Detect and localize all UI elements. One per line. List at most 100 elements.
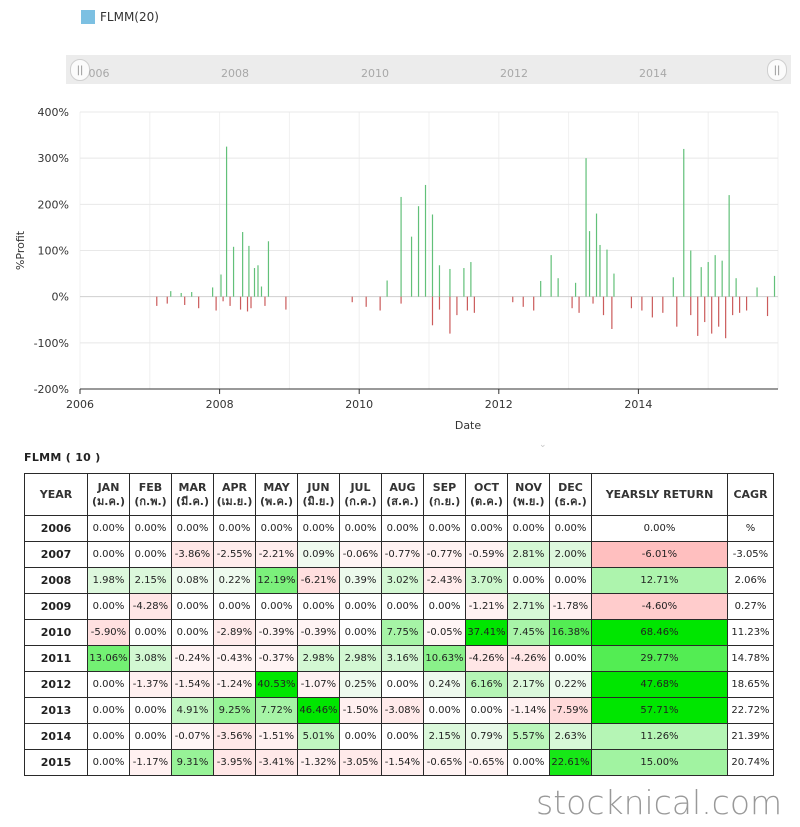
- profit-bar: [470, 262, 472, 297]
- table-row: 2015 0.00% -1.17% 9.31% -3.95% -3.41% -1.32% -3…: [24, 749, 774, 776]
- x-tick-label: 2010: [345, 398, 373, 411]
- month-return-cell: 16.38%: [549, 619, 592, 646]
- navigator-right-handle[interactable]: ||: [767, 59, 787, 81]
- collapse-chevron-icon[interactable]: ⌄: [539, 440, 547, 450]
- profit-bar: [212, 287, 214, 297]
- month-return-cell: 0.00%: [423, 697, 466, 724]
- navigator-left-handle[interactable]: ||: [70, 59, 90, 81]
- header-month: OCT (ต.ค.): [465, 473, 508, 516]
- profit-bar: [379, 296, 381, 311]
- profit-bar: [662, 296, 664, 313]
- profit-bar: [239, 296, 242, 310]
- profit-bar: [595, 213, 598, 297]
- month-return-cell: 0.00%: [171, 619, 214, 646]
- month-return-cell: -0.24%: [171, 645, 214, 672]
- profit-bar: [707, 262, 709, 297]
- header-month: DEC (ธ.ค.): [549, 473, 592, 516]
- month-return-cell: -4.26%: [465, 645, 508, 672]
- profit-bar: [365, 296, 367, 307]
- yearly-return-cell: 29.77%: [591, 645, 728, 672]
- yearly-return-cell: 15.00%: [591, 749, 728, 776]
- month-return-cell: 0.00%: [465, 515, 508, 542]
- profit-bar: [285, 296, 287, 310]
- profit-bar: [512, 296, 514, 303]
- month-return-cell: 0.00%: [87, 697, 130, 724]
- month-return-cell: 3.08%: [129, 645, 172, 672]
- range-navigator[interactable]: || || 006 2008 2010 2012 2014: [66, 55, 791, 84]
- month-return-cell: 2.17%: [507, 671, 550, 698]
- x-tick-label: 2014: [624, 398, 652, 411]
- header-month: JUN (มิ.ย.): [297, 473, 340, 516]
- cagr-cell: 18.65%: [727, 671, 774, 698]
- month-return-cell: -3.95%: [213, 749, 256, 776]
- month-return-cell: 0.00%: [507, 567, 550, 594]
- header-yearly-return: YEARSLY RETURN: [591, 473, 728, 516]
- cagr-cell: 20.74%: [727, 749, 774, 776]
- profit-bar: [714, 255, 716, 297]
- profit-bar: [732, 296, 734, 316]
- month-return-cell: -4.26%: [507, 645, 550, 672]
- month-return-cell: 5.57%: [507, 723, 550, 750]
- month-return-cell: 3.16%: [381, 645, 424, 672]
- table-row: 2014 0.00% 0.00% -0.07% -3.56% -1.51% 5.01% 0.0…: [24, 723, 774, 750]
- month-return-cell: -0.39%: [255, 619, 298, 646]
- month-abbr: DEC: [558, 480, 583, 494]
- table-row: 2008 1.98% 2.15% 0.08% 0.22% 12.19% -6.21% 0.39…: [24, 567, 774, 594]
- month-return-cell: 2.00%: [549, 541, 592, 568]
- month-thai: (ก.ย.): [428, 494, 461, 508]
- profit-bar: [725, 296, 727, 339]
- year-cell: 2011: [24, 645, 88, 672]
- month-return-cell: -0.65%: [465, 749, 508, 776]
- month-thai: (มิ.ย.): [302, 494, 335, 508]
- cagr-cell: 0.27%: [727, 593, 774, 620]
- profit-bar-chart: 400% 300% 200% 100% 0% -100% -200% 2006 2008 2010…: [14, 106, 779, 432]
- y-tick-label: 200%: [38, 198, 69, 211]
- month-return-cell: -7.59%: [549, 697, 592, 724]
- profit-bar: [222, 296, 224, 302]
- table-row: 2012 0.00% -1.37% -1.54% -1.24% 40.53% -1.07% 0…: [24, 671, 774, 698]
- year-cell: 2012: [24, 671, 88, 698]
- month-return-cell: 0.00%: [339, 515, 382, 542]
- month-abbr: SEP: [432, 480, 457, 494]
- profit-bar: [745, 296, 748, 311]
- profit-bar: [463, 268, 465, 297]
- profit-bar: [410, 236, 413, 297]
- header-cagr: CAGR: [727, 473, 774, 516]
- month-return-cell: 0.22%: [213, 567, 256, 594]
- profit-bar: [456, 296, 458, 316]
- legend-label: FLMM(20): [100, 10, 159, 24]
- month-return-cell: 0.00%: [87, 541, 130, 568]
- chart-legend[interactable]: FLMM(20): [81, 10, 159, 24]
- month-return-cell: -2.89%: [213, 619, 256, 646]
- month-return-cell: 12.19%: [255, 567, 298, 594]
- profit-bar: [700, 267, 702, 297]
- month-return-cell: 0.00%: [255, 593, 298, 620]
- month-abbr: FEB: [138, 480, 163, 494]
- y-tick-label: 0%: [52, 291, 69, 304]
- month-thai: (เม.ย.): [216, 494, 253, 508]
- month-return-cell: -3.41%: [255, 749, 298, 776]
- month-return-cell: 0.00%: [255, 515, 298, 542]
- month-return-cell: 0.00%: [423, 593, 466, 620]
- month-abbr: AUG: [389, 480, 416, 494]
- profit-bar: [417, 206, 420, 297]
- month-return-cell: 2.71%: [507, 593, 550, 620]
- profit-bar: [735, 278, 737, 297]
- profit-bar: [229, 296, 231, 306]
- profit-bar: [756, 287, 758, 297]
- month-return-cell: 2.15%: [129, 567, 172, 594]
- table-row: 2007 0.00% 0.00% -3.86% -2.55% -2.21% 0.09% -0.…: [24, 541, 774, 568]
- month-return-cell: -4.28%: [129, 593, 172, 620]
- month-abbr: JAN: [97, 480, 120, 494]
- profit-bar: [438, 296, 441, 310]
- header-month: JUL (ก.ค.): [339, 473, 382, 516]
- profit-bar: [690, 250, 692, 297]
- month-return-cell: 0.00%: [297, 515, 340, 542]
- month-return-cell: 0.00%: [339, 593, 382, 620]
- x-tick-label: 2012: [485, 398, 513, 411]
- month-return-cell: 0.00%: [129, 541, 172, 568]
- profit-bar: [522, 296, 524, 307]
- month-return-cell: 0.00%: [549, 645, 592, 672]
- yearly-return-cell: 0.00%: [591, 515, 728, 542]
- month-return-cell: -0.59%: [465, 541, 508, 568]
